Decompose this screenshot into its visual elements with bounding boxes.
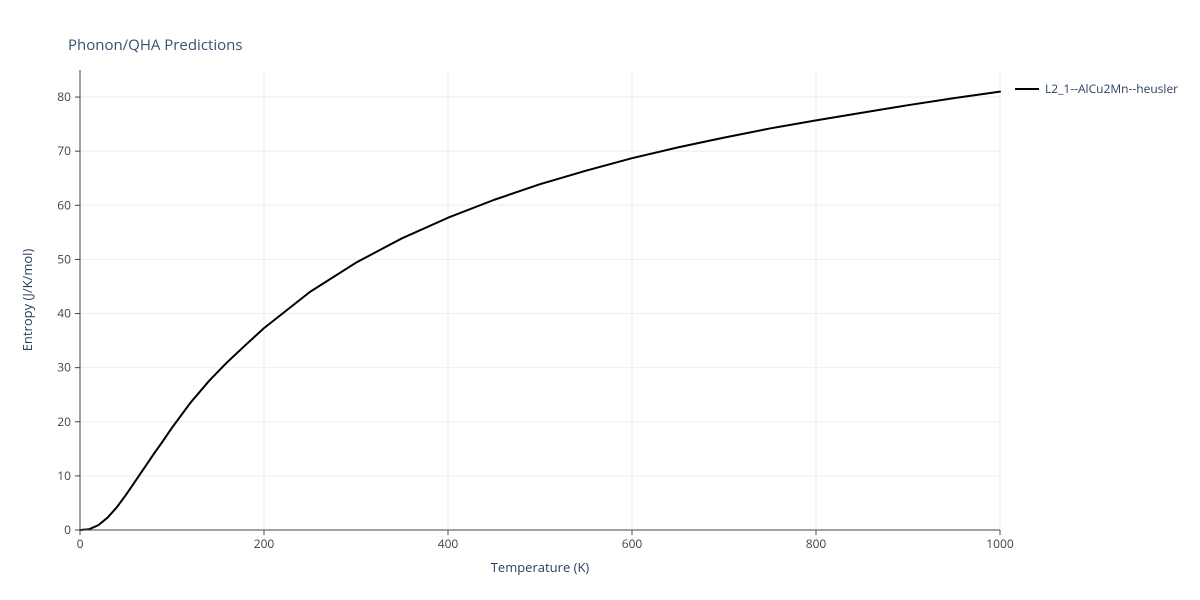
y-tick-label: 20 <box>57 413 71 430</box>
y-tick-label: 50 <box>57 250 71 267</box>
y-tick-label: 30 <box>57 359 71 376</box>
x-tick-label: 400 <box>438 535 459 552</box>
legend-label: L2_1--AlCu2Mn--heusler <box>1045 80 1178 97</box>
x-tick-label: 600 <box>622 535 643 552</box>
series-line <box>80 92 1000 530</box>
y-tick-label: 40 <box>57 305 71 322</box>
y-tick-label: 10 <box>57 467 71 484</box>
y-tick-label: 70 <box>57 142 71 159</box>
y-tick-label: 80 <box>57 88 71 105</box>
x-tick-label: 800 <box>806 535 827 552</box>
x-tick-label: 1000 <box>986 535 1014 552</box>
legend: L2_1--AlCu2Mn--heusler <box>1015 80 1178 97</box>
x-axis-label: Temperature (K) <box>491 558 590 576</box>
y-axis-label: Entropy (J/K/mol) <box>18 249 36 352</box>
y-tick-label: 60 <box>57 196 71 213</box>
y-tick-label: 0 <box>64 521 71 538</box>
legend-swatch-icon <box>1015 88 1039 90</box>
x-tick-label: 0 <box>77 535 84 552</box>
x-tick-label: 200 <box>254 535 275 552</box>
chart-container: Phonon/QHA Predictions 02004006008001000… <box>0 0 1200 600</box>
